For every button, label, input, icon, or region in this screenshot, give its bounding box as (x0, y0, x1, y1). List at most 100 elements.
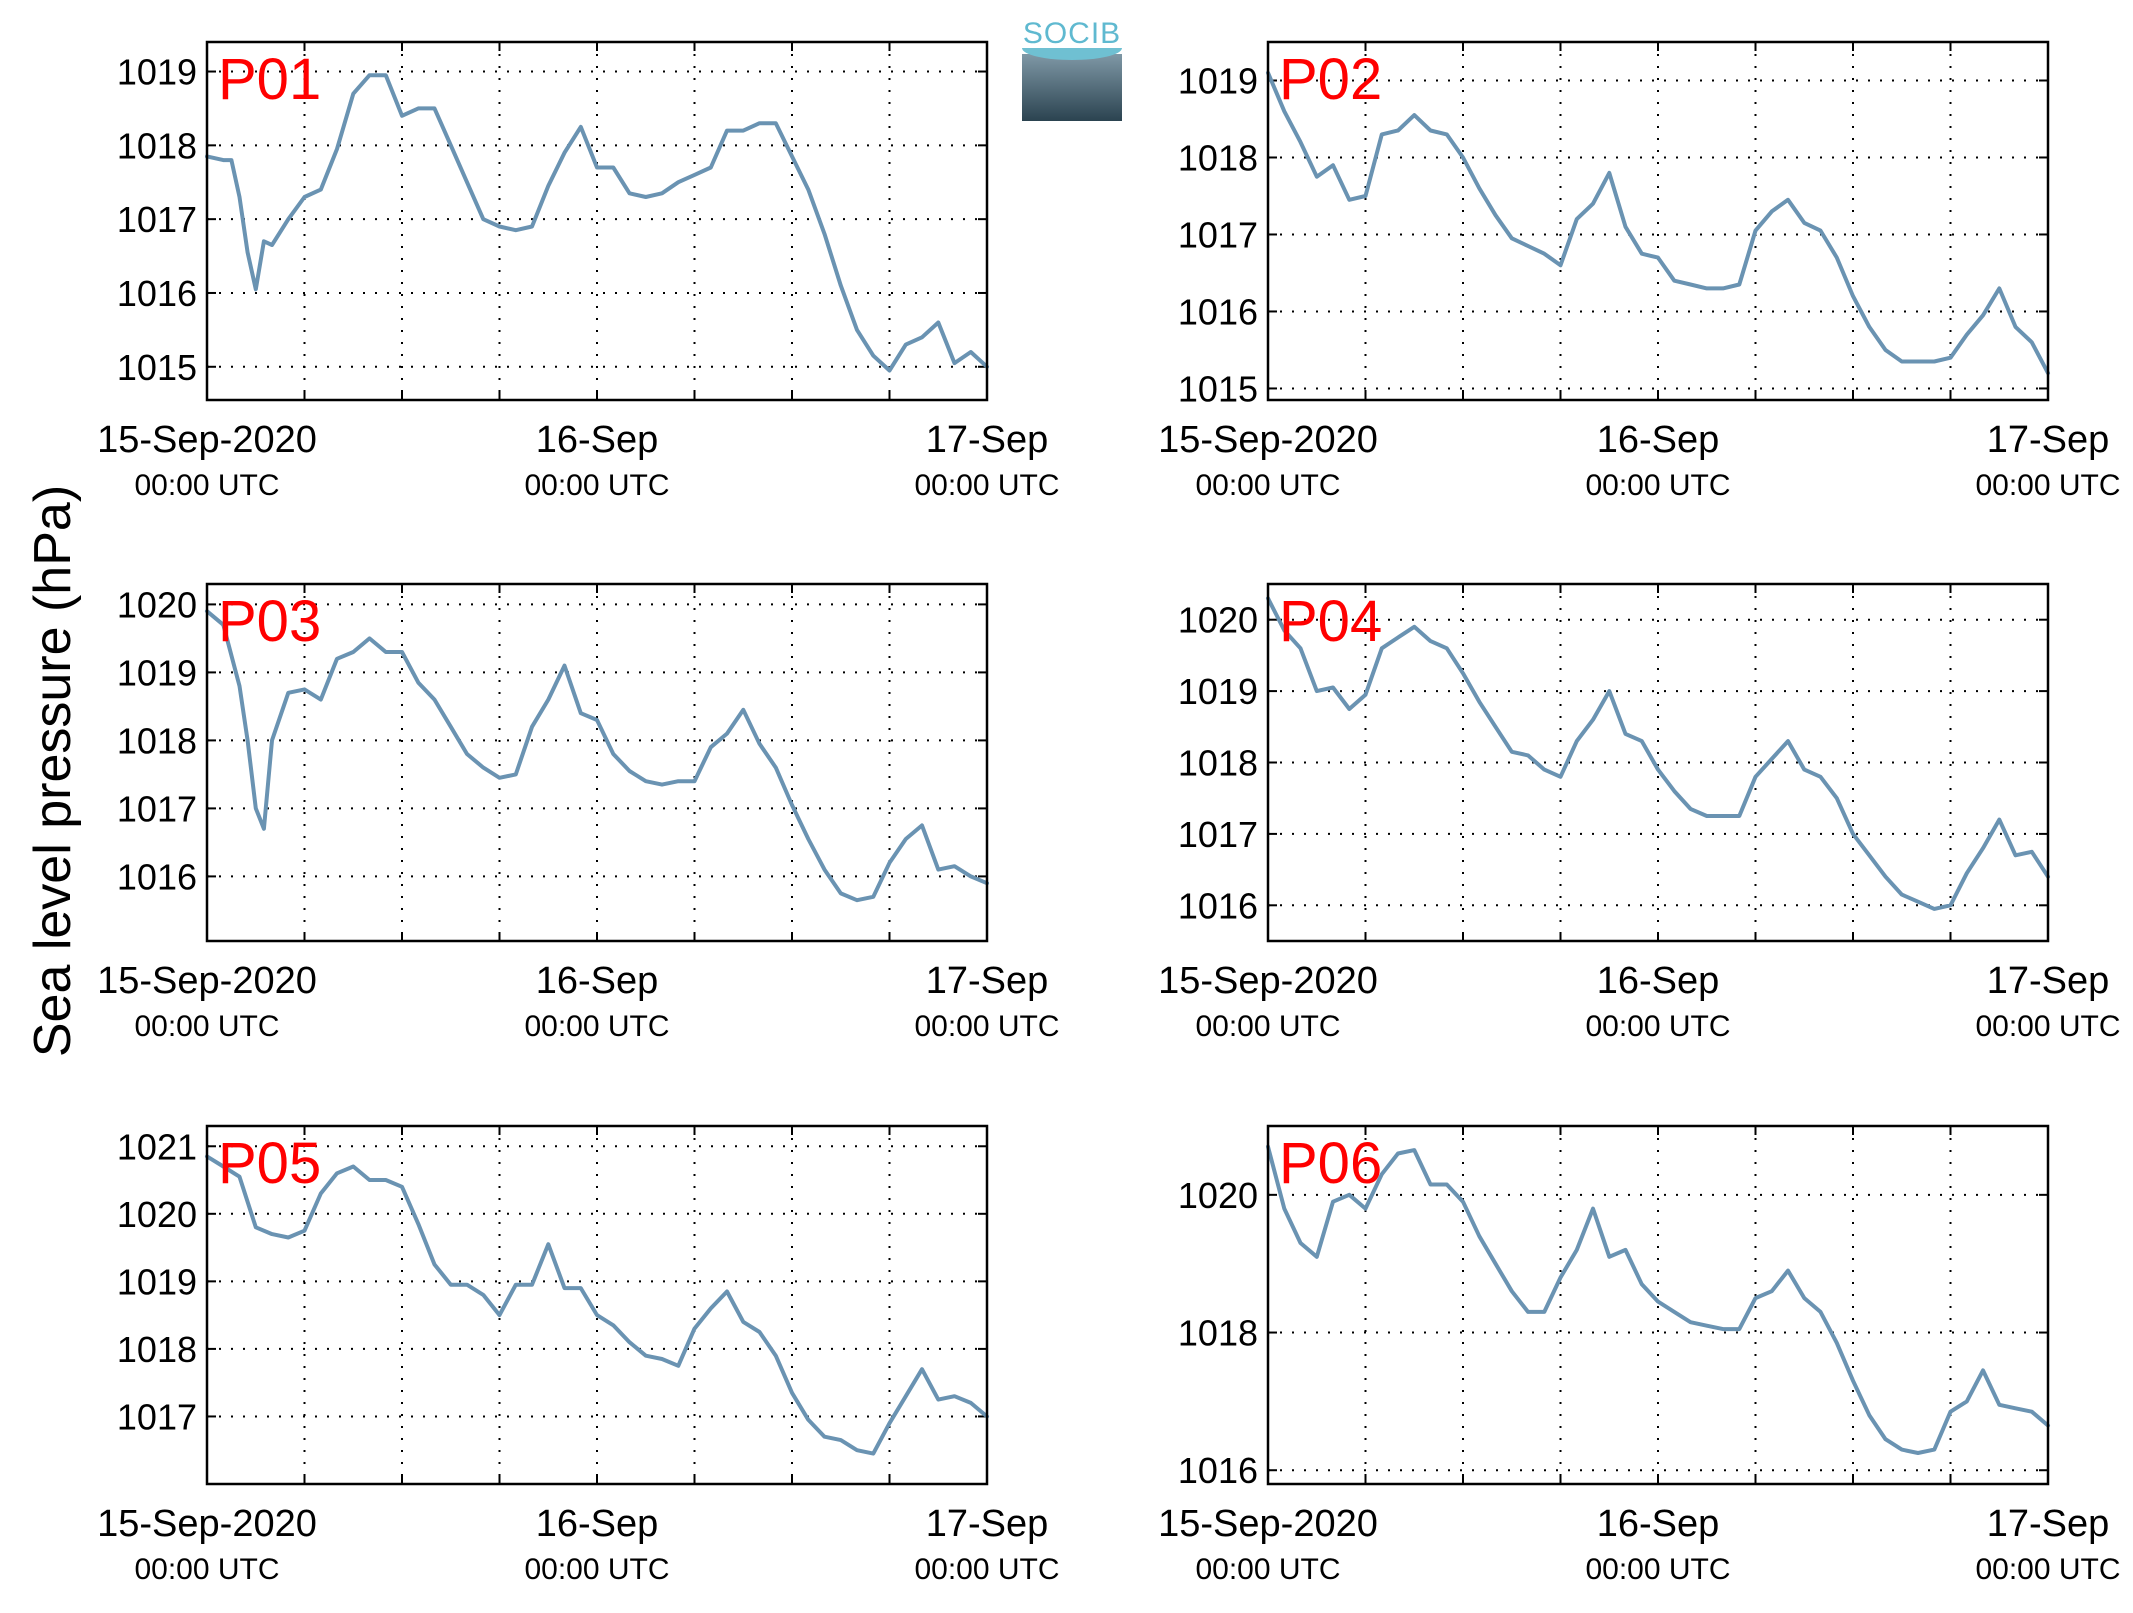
data-point (416, 1222, 420, 1226)
data-point (384, 650, 388, 654)
x-tick-label: 17-Sep (1987, 960, 2110, 1002)
x-tick-sublabel: 00:00 UTC (914, 469, 1059, 502)
x-tick-label: 17-Sep (926, 1503, 1049, 1545)
data-point (2014, 325, 2017, 329)
data-point (1477, 1234, 1481, 1238)
data-point (238, 195, 241, 199)
data-point (1364, 194, 1367, 198)
data-point (286, 1235, 290, 1239)
data-point (1445, 132, 1449, 136)
panel-label: P01 (218, 47, 321, 112)
data-point (1510, 236, 1514, 240)
x-tick-sublabel: 00:00 UTC (134, 1010, 279, 1043)
panel-p04: 1016 1017 1018 1019 1020 15-Sep-2020 00:00 UTC… (1158, 582, 2121, 1043)
data-point (1672, 789, 1676, 793)
data-point (1705, 1324, 1709, 1328)
y-tick-label: 1020 (1178, 600, 1258, 641)
data-point (871, 1452, 875, 1456)
data-point (1949, 356, 1952, 360)
data-point (319, 1192, 323, 1196)
data-point (1656, 256, 1660, 260)
data-point (1900, 1448, 1904, 1452)
data-point (904, 837, 908, 841)
data-point (368, 636, 371, 640)
data-point (1624, 225, 1627, 229)
x-tick-sublabel: 00:00 UTC (524, 469, 669, 502)
data-point (1575, 739, 1579, 743)
data-point (465, 1283, 469, 1287)
data-point (1981, 313, 1985, 317)
data-point (1299, 646, 1302, 650)
data-point (1672, 279, 1676, 283)
y-tick-label: 1016 (1178, 291, 1258, 332)
data-point (238, 1175, 241, 1179)
socib-logo: SOCIB (1022, 14, 1122, 121)
x-tick-label: 15-Sep-2020 (97, 960, 317, 1002)
data-point (530, 225, 534, 229)
x-tick-label: 15-Sep-2020 (97, 1503, 317, 1545)
data-point (920, 823, 924, 827)
data-point (1737, 1327, 1741, 1331)
data-point (1689, 283, 1692, 287)
data-point (1949, 1410, 1952, 1414)
data-point (644, 195, 648, 199)
data-point (319, 188, 323, 192)
y-tick-label: 1019 (117, 652, 197, 693)
axes-frame (1266, 582, 2050, 943)
data-point (270, 1232, 274, 1236)
panel-label: P03 (218, 589, 321, 654)
data-point (1884, 1437, 1887, 1441)
data-point (238, 684, 241, 688)
data-point (1575, 217, 1579, 221)
data-point (303, 195, 306, 199)
data-point (1802, 1296, 1806, 1300)
data-point (546, 698, 550, 702)
data-point (628, 769, 631, 773)
data-point (1802, 768, 1806, 772)
data-point (1770, 1289, 1774, 1293)
data-point (400, 114, 404, 118)
data-point (1282, 628, 1286, 632)
data-point (839, 1438, 843, 1442)
data-point (1607, 171, 1611, 175)
data-point (936, 868, 940, 872)
x-tick-label: 15-Sep-2020 (1158, 960, 1378, 1002)
data-point (1851, 1379, 1855, 1383)
data-point (790, 803, 794, 807)
data-point (1689, 1320, 1692, 1324)
data-point (953, 864, 956, 868)
data-point (1380, 646, 1384, 650)
data-point (936, 320, 940, 324)
data-point (725, 129, 729, 133)
y-tick-label: 1016 (117, 856, 197, 897)
y-tick-label: 1016 (1178, 1450, 1258, 1491)
data-point (725, 1289, 729, 1293)
data-point (433, 698, 436, 702)
data-point (806, 1418, 810, 1422)
data-point (246, 250, 250, 254)
x-tick-sublabel: 00:00 UTC (524, 1553, 669, 1586)
data-point (1591, 202, 1595, 206)
x-tick-label: 16-Sep (536, 960, 659, 1002)
data-point (806, 837, 810, 841)
data-point (498, 225, 501, 229)
x-tick-sublabel: 00:00 UTC (1195, 469, 1340, 502)
data-point (709, 745, 713, 749)
data-point (2014, 853, 2017, 857)
data-point (1429, 1183, 1432, 1187)
data-point (1916, 360, 1920, 364)
y-tick-label: 1017 (117, 788, 197, 829)
data-point (1607, 689, 1611, 693)
data-point (465, 752, 469, 756)
data-point (1835, 796, 1839, 800)
data-point (676, 1364, 680, 1368)
data-point (1916, 900, 1920, 904)
x-tick-sublabel: 00:00 UTC (1975, 1010, 2120, 1043)
data-point (498, 1313, 501, 1317)
x-tick-label: 16-Sep (536, 1503, 659, 1545)
data-point (855, 1448, 859, 1452)
x-tick-label: 16-Sep (1597, 419, 1720, 461)
axes-frame (205, 1124, 989, 1486)
data-point (400, 1185, 404, 1189)
